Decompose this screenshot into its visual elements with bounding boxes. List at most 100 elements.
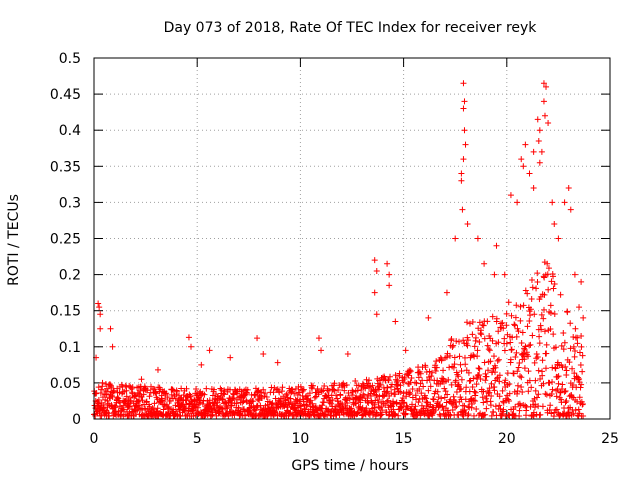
data-point (374, 396, 381, 403)
data-point (432, 407, 439, 414)
data-point (303, 401, 310, 408)
data-point (442, 388, 449, 395)
data-point (569, 365, 576, 372)
data-point (458, 385, 465, 392)
data-point (517, 317, 524, 324)
data-point (453, 403, 460, 410)
data-point (407, 368, 414, 375)
data-point (543, 341, 550, 348)
data-point (199, 401, 206, 408)
data-point (536, 340, 543, 347)
data-point (537, 411, 544, 418)
data-point (371, 257, 378, 264)
data-point (537, 322, 544, 329)
y-tick-label: 0.5 (59, 51, 81, 67)
data-point (139, 397, 146, 404)
data-point (434, 377, 441, 384)
data-point (439, 403, 446, 410)
data-point (567, 345, 574, 352)
data-point (518, 374, 525, 381)
data-point (580, 314, 587, 321)
data-point (461, 127, 468, 134)
data-point (477, 375, 484, 382)
data-point (555, 380, 562, 387)
data-point (515, 328, 522, 335)
data-point (546, 406, 553, 413)
data-point (97, 325, 104, 332)
data-point (522, 141, 529, 148)
data-point (481, 260, 488, 267)
data-point (360, 382, 367, 389)
data-point (536, 127, 543, 134)
data-point (500, 406, 507, 413)
data-point (173, 388, 180, 395)
data-point (475, 365, 482, 372)
data-point (413, 380, 420, 387)
data-point (549, 386, 556, 393)
y-tick-label: 0.1 (59, 340, 81, 356)
data-point (529, 284, 536, 291)
data-point (381, 373, 388, 380)
data-point (387, 373, 394, 380)
data-point (274, 359, 281, 366)
data-point (520, 350, 527, 357)
data-point (311, 394, 318, 401)
data-point (103, 391, 110, 398)
data-point (522, 402, 529, 409)
data-point (458, 368, 465, 375)
data-point (578, 381, 585, 388)
y-tick-label: 0.2 (59, 268, 81, 284)
data-point (579, 401, 586, 408)
data-point (578, 343, 585, 350)
data-point (460, 156, 467, 163)
data-point (555, 235, 562, 242)
data-point (452, 404, 459, 411)
data-point (261, 413, 268, 420)
data-point (517, 373, 524, 380)
data-point (400, 400, 407, 407)
data-point (359, 412, 366, 419)
data-point (506, 390, 513, 397)
data-point (562, 399, 569, 406)
data-point (306, 390, 313, 397)
y-tick-label: 0.3 (59, 195, 81, 211)
data-point (550, 273, 557, 280)
data-point (396, 370, 403, 377)
data-point (144, 387, 151, 394)
data-point (104, 397, 111, 404)
data-point (539, 372, 546, 379)
data-point (453, 388, 460, 395)
data-point (368, 399, 375, 406)
data-point (404, 404, 411, 411)
data-point (352, 378, 359, 385)
data-point (535, 391, 542, 398)
data-point (201, 391, 208, 398)
data-point (448, 381, 455, 388)
data-point (159, 397, 166, 404)
data-point (344, 400, 351, 407)
data-point (409, 401, 416, 408)
data-point (534, 353, 541, 360)
data-point (240, 398, 247, 405)
data-point (485, 367, 492, 374)
data-point (388, 390, 395, 397)
data-point (492, 369, 499, 376)
data-point (110, 387, 117, 394)
data-point (505, 299, 512, 306)
data-point (418, 390, 425, 397)
data-point (279, 384, 286, 391)
data-point (550, 285, 557, 292)
data-point (372, 397, 379, 404)
data-point (393, 399, 400, 406)
data-point (421, 392, 428, 399)
data-point (296, 389, 303, 396)
data-point (543, 391, 550, 398)
data-point (542, 365, 549, 372)
data-point (444, 391, 451, 398)
data-point (541, 328, 548, 335)
data-point (502, 377, 509, 384)
data-point (489, 337, 496, 344)
data-point (551, 221, 558, 228)
data-point (570, 343, 577, 350)
data-point (176, 412, 183, 419)
